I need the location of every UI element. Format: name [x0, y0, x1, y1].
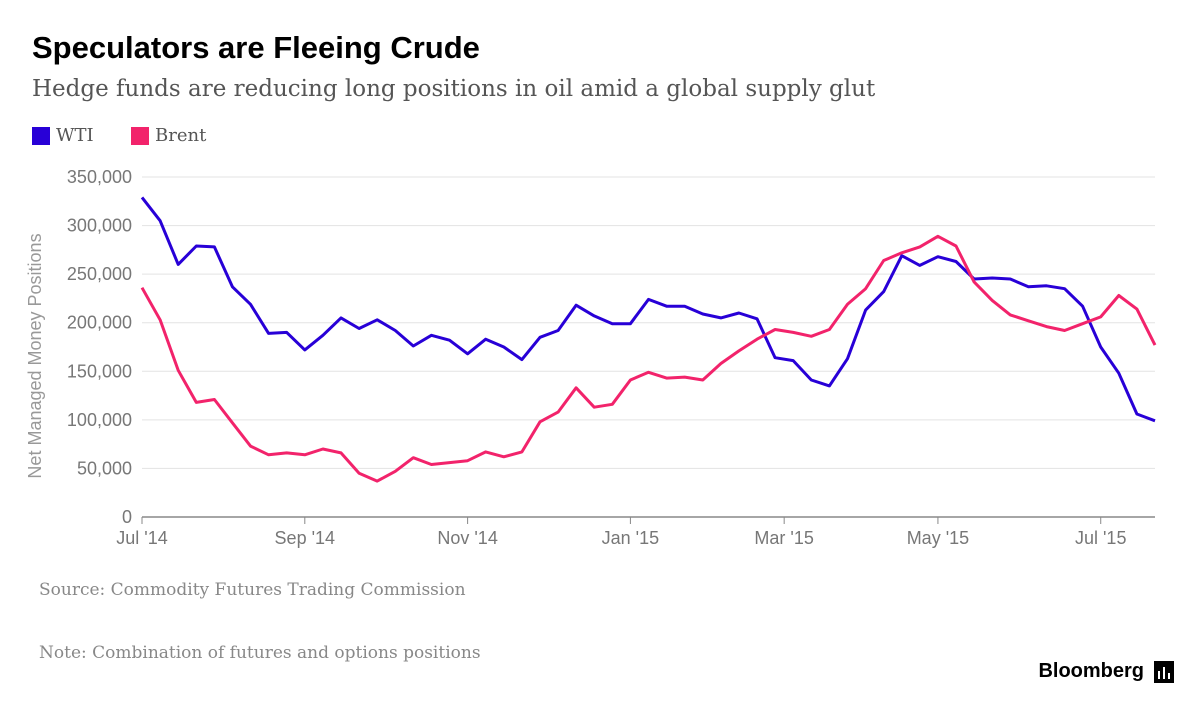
- x-tick-label: May '15: [907, 528, 969, 548]
- x-tick-label: Jan '15: [602, 528, 659, 548]
- y-tick-label: 300,000: [67, 216, 132, 236]
- brand-name: Bloomberg: [1038, 660, 1144, 682]
- legend-label-wti: WTI: [56, 125, 94, 146]
- x-tick-label: Sep '14: [275, 528, 336, 548]
- x-tick-label: Jul '14: [116, 528, 167, 548]
- y-axis-title: Net Managed Money Positions: [25, 233, 45, 478]
- brent-swatch: [131, 126, 149, 145]
- chart-subtitle: Hedge funds are reducing long positions …: [32, 76, 876, 102]
- series-line-wti: [140, 196, 1156, 423]
- y-tick-label: 200,000: [67, 313, 132, 333]
- chart-title: Speculators are Fleeing Crude: [32, 30, 480, 65]
- legend-item-wti: WTI: [32, 125, 94, 146]
- y-tick-label: 50,000: [77, 458, 132, 478]
- x-tick-label: Mar '15: [754, 528, 813, 548]
- wti-swatch: [32, 126, 50, 145]
- bloomberg-icon: [1154, 660, 1174, 683]
- bloomberg-logo: Bloomberg: [1038, 660, 1174, 683]
- y-tick-label: 350,000: [67, 167, 132, 187]
- legend-label-brent: Brent: [155, 125, 207, 146]
- legend-item-brent: Brent: [131, 125, 206, 146]
- y-tick-label: 250,000: [67, 264, 132, 284]
- series-line-brent: [140, 234, 1157, 483]
- x-tick-label: Jul '15: [1075, 528, 1126, 548]
- y-tick-label: 150,000: [67, 361, 132, 381]
- footnote: Note: Combination of futures and options…: [39, 643, 481, 663]
- y-tick-label: 100,000: [67, 410, 132, 430]
- y-tick-label: 0: [122, 507, 132, 527]
- x-tick-label: Nov '14: [437, 528, 497, 548]
- source-note: Source: Commodity Futures Trading Commis…: [39, 580, 466, 600]
